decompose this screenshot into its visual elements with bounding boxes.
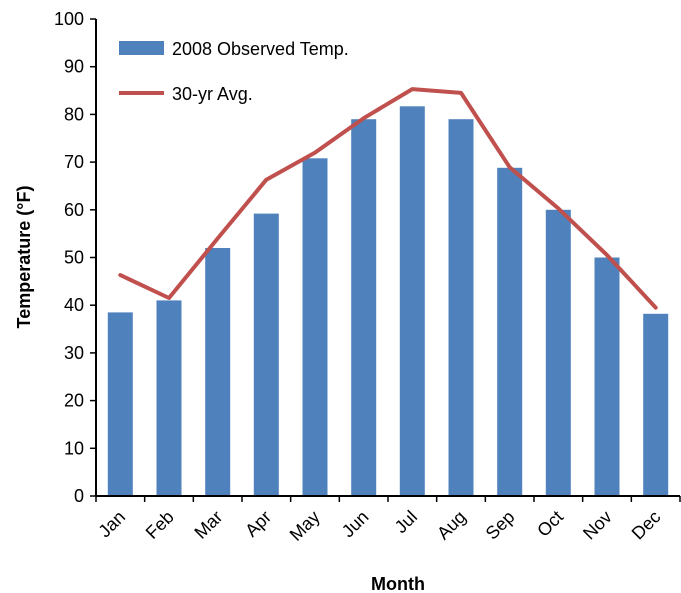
legend-label-average: 30-yr Avg. [172,84,253,104]
y-tick-label: 30 [64,343,84,363]
bar-may [302,158,328,497]
y-tick-label: 60 [64,200,84,220]
bar-jan [107,312,133,496]
x-axis-title: Month [371,574,425,593]
bar-oct [545,209,571,497]
line-series [118,87,658,310]
y-tick-label: 20 [64,391,84,411]
bar-feb [156,300,182,496]
bar-jun [351,119,377,496]
bar-sep [497,167,523,497]
y-tick-label: 40 [64,295,84,315]
axes [90,18,681,502]
legend-label-observed: 2008 Observed Temp. [172,39,349,59]
y-tick-label: 10 [64,438,84,458]
bar-dec [643,313,669,496]
y-tick-label: 100 [54,9,84,29]
y-tick-label: 50 [64,248,84,268]
y-tick-label: 0 [74,486,84,506]
legend-swatch-observed [119,41,164,55]
bar-series [107,106,669,497]
bar-apr [253,213,279,496]
bar-mar [205,248,231,496]
y-axis-title: Temperature (°F) [14,186,34,329]
bar-aug [448,119,474,496]
y-tick-label: 80 [64,104,84,124]
bar-nov [594,257,620,496]
bar-jul [399,106,425,497]
y-tick-label: 70 [64,152,84,172]
legend: 2008 Observed Temp. 30-yr Avg. [119,39,349,104]
y-tick-labels: 0 10 20 30 40 50 60 70 80 90 100 [54,9,84,506]
average-line [118,87,658,310]
y-tick-label: 90 [64,57,84,77]
